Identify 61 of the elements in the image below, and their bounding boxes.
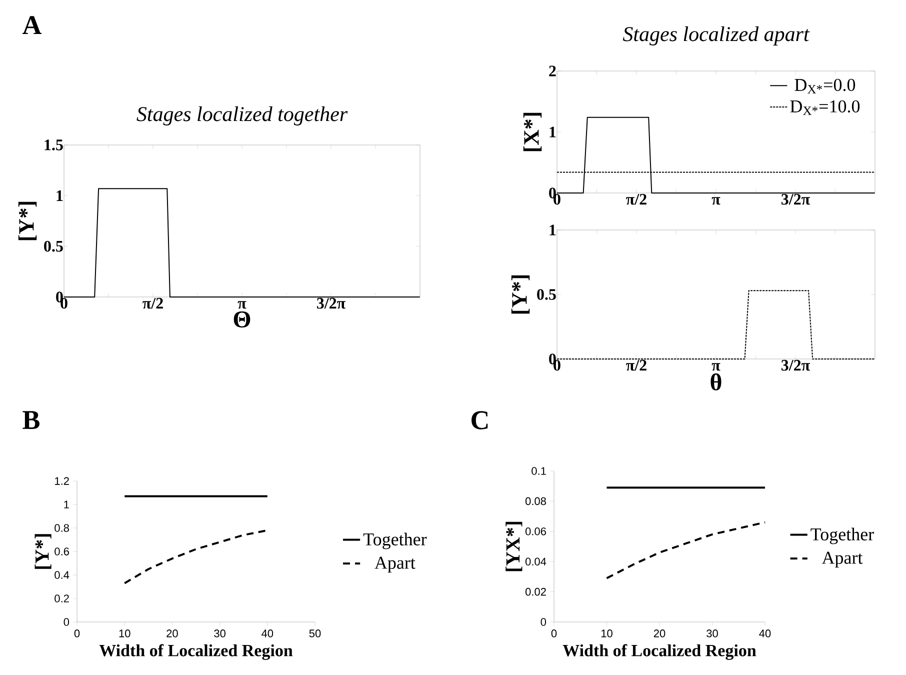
x-tick-label: 0 — [74, 630, 80, 638]
y-tick-label: 1 — [64, 500, 69, 508]
y-tick-label: 1.5 — [44, 140, 63, 150]
x-tick-label: 30 — [706, 630, 718, 638]
y-tick-label: 0.06 — [525, 528, 546, 536]
legend-label: D$_{X*}$=0.0 — [794, 78, 856, 94]
x-axis-title: Width of Localized Region — [562, 644, 756, 660]
x-tick-label: π — [712, 363, 720, 371]
x-tick-label: 10 — [601, 630, 612, 638]
x-axis-title: Θ — [234, 311, 250, 328]
x-tick-label: π/2 — [142, 298, 163, 309]
x-tick-label: 20 — [166, 630, 178, 638]
legend-label: Together — [363, 532, 427, 550]
y-tick-label: 1 — [56, 190, 63, 201]
y-axis-title: [YX*] — [506, 522, 522, 572]
y-tick-label: 0.1 — [532, 467, 546, 475]
y-tick-label: 1 — [550, 224, 556, 236]
y-tick-label: 0.5 — [537, 289, 556, 300]
chart-title: Stages localized together — [136, 106, 348, 126]
legend-label: Apart — [822, 552, 863, 568]
x-tick-label: π — [238, 301, 246, 309]
y-tick-label: 0.6 — [54, 548, 69, 556]
x-axis-title: Width of Localized Region — [99, 644, 293, 660]
x-tick-label: 40 — [759, 630, 771, 638]
legend-label: Together — [810, 528, 874, 544]
x-tick-label: 20 — [654, 630, 666, 638]
chart-title: Stages localized apart — [622, 26, 810, 46]
y-tick-label: 0.08 — [525, 497, 546, 506]
y-tick-label: 1.2 — [55, 477, 69, 485]
y-axis-title: [Y*] — [34, 534, 52, 569]
x-tick-label: π — [712, 197, 720, 205]
y-tick-label: 0.8 — [54, 524, 69, 532]
text: C — [472, 411, 488, 430]
y-tick-label: 0 — [64, 618, 70, 626]
y-tick-label: 0.04 — [525, 558, 546, 566]
y-axis-title: [Y*] — [511, 275, 530, 314]
y-tick-label: 2 — [549, 66, 556, 76]
line-series — [606, 521, 766, 580]
x-tick-label: 3/2π — [781, 360, 810, 371]
y-tick-label: 1 — [550, 126, 556, 138]
y-tick-label: 0.4 — [54, 571, 70, 579]
x-tick-label: 40 — [262, 630, 274, 638]
text: B — [22, 411, 40, 429]
y-axis-title: [Y*] — [18, 202, 37, 240]
x-tick-label: 50 — [309, 630, 321, 638]
x-tick-label: π/2 — [626, 194, 646, 205]
x-tick-label: 3/2π — [781, 194, 810, 205]
x-tick-label: 3/2π — [316, 298, 346, 309]
y-tick-label: 0.2 — [54, 594, 69, 602]
y-tick-label: 0.5 — [44, 240, 63, 252]
x-tick-label: 30 — [214, 630, 226, 638]
text: A — [22, 16, 42, 34]
y-tick-label: 0.02 — [525, 588, 546, 596]
x-tick-label: 10 — [119, 630, 130, 638]
y-tick-label: 0 — [540, 618, 546, 626]
legend-label: D$_{X*}$=10.0 — [790, 100, 860, 115]
line-series — [124, 529, 268, 584]
legend-label: Apart — [374, 556, 416, 572]
y-axis-title: [X*] — [523, 112, 542, 152]
x-axis-title: θ — [710, 373, 722, 390]
x-tick-label: π/2 — [626, 360, 646, 371]
